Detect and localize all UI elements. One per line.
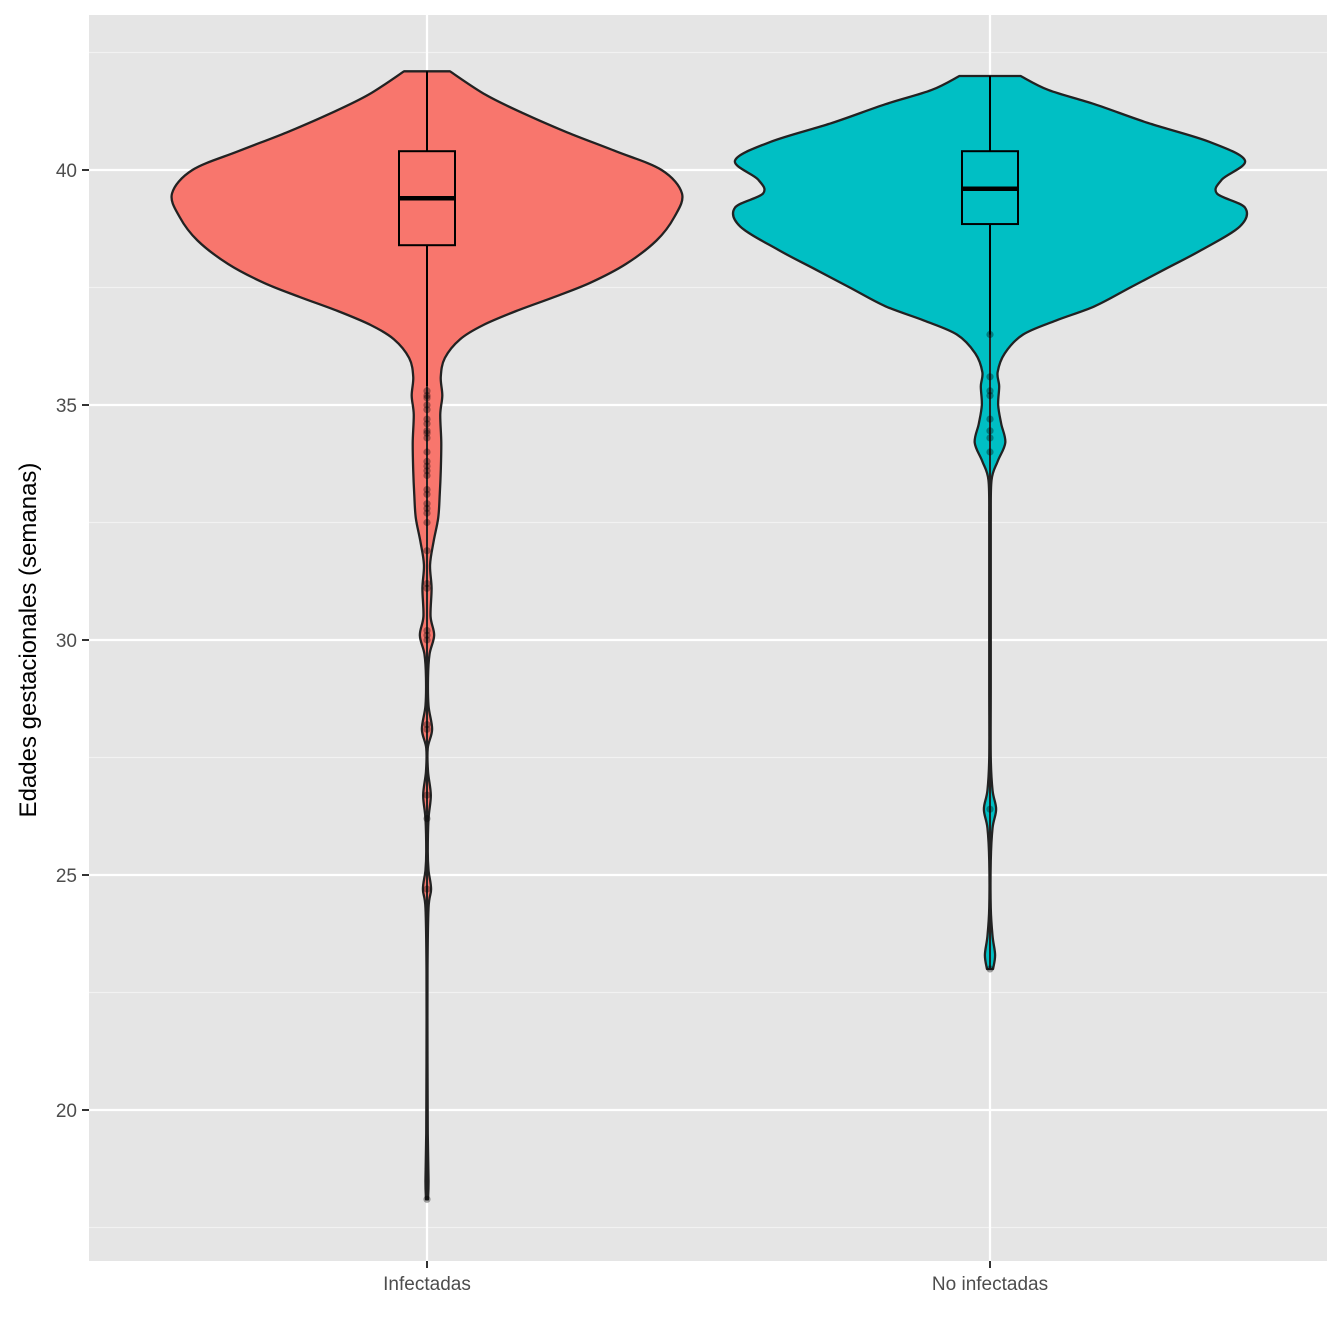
outlier-point: [423, 457, 431, 465]
y-tick-label: 20: [56, 1101, 77, 1122]
outlier-point: [986, 392, 994, 400]
outlier-point: [423, 815, 431, 823]
outlier-point: [423, 631, 431, 639]
outlier-point: [423, 721, 431, 729]
outlier-point: [423, 392, 431, 400]
y-tick-label: 40: [56, 161, 77, 182]
y-tick-label: 35: [56, 396, 77, 417]
outlier-point: [423, 462, 431, 470]
outlier-point: [423, 394, 431, 402]
outlier-point: [423, 490, 431, 498]
outlier-point: [423, 387, 431, 395]
outlier-point: [986, 434, 994, 442]
x-tick-label: No infectadas: [932, 1274, 1048, 1295]
outlier-point: [423, 500, 431, 508]
y-tick-label: 25: [56, 866, 77, 887]
y-tick-label: 30: [56, 631, 77, 652]
outlier-point: [423, 471, 431, 480]
outlier-point: [423, 434, 431, 442]
outlier-point: [423, 427, 431, 435]
outlier-point: [423, 420, 431, 428]
outlier-point: [423, 636, 431, 644]
outlier-point: [986, 965, 994, 973]
outlier-point: [423, 448, 431, 456]
outlier-point: [986, 373, 994, 381]
x-axis: Infectadas No infectadas: [383, 1261, 1048, 1295]
y-axis: 20 25 30 35 40: [56, 161, 89, 1122]
outlier-point: [423, 725, 431, 733]
x-tick-label: Infectadas: [383, 1274, 471, 1295]
outlier-point: [986, 330, 994, 339]
outlier-point: [423, 504, 431, 512]
outlier-point: [423, 518, 431, 527]
outlier-point: [986, 805, 994, 813]
outlier-point: [986, 427, 994, 435]
outlier-point: [986, 415, 994, 423]
outlier-point: [423, 627, 431, 635]
minor-gridlines: [89, 51, 1327, 1229]
outlier-point: [423, 584, 431, 592]
outlier-point: [423, 885, 431, 893]
outlier-point: [986, 448, 994, 456]
outlier-point: [423, 580, 431, 588]
outlier-point: [423, 547, 431, 555]
outlier-point: [423, 429, 431, 437]
outlier-point: [423, 486, 431, 494]
outlier-point: [423, 791, 431, 799]
outlier-point: [423, 406, 431, 414]
outlier-point: [423, 509, 431, 517]
boxplots: [398, 71, 1019, 1200]
outlier-point: [986, 387, 994, 395]
outlier-point: [423, 415, 431, 423]
outlier-point: [423, 1195, 431, 1203]
outlier-point: [423, 467, 431, 475]
y-axis-title: Edades gestacionales (semanas): [15, 463, 42, 818]
outlier-points: [423, 330, 994, 1203]
outlier-point: [423, 401, 431, 409]
